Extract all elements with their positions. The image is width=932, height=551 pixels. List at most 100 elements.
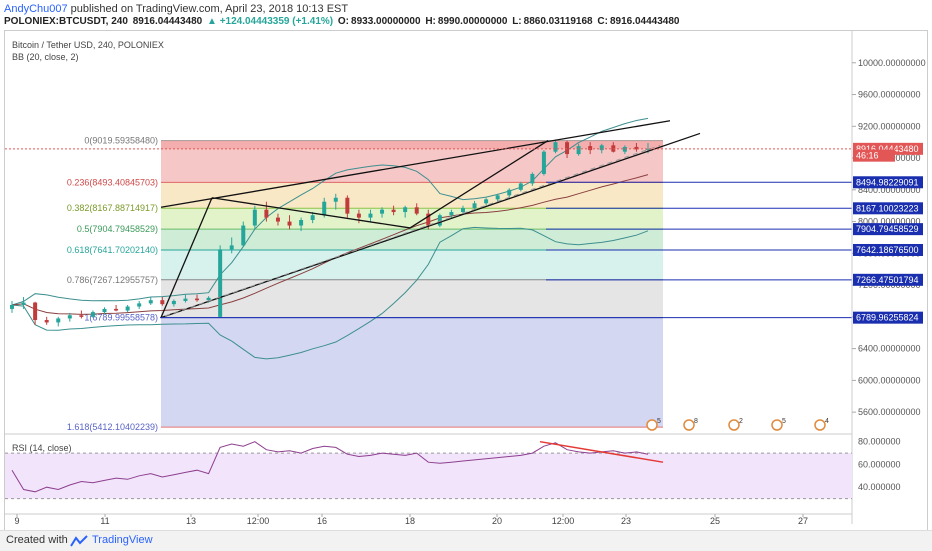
price-tag [853, 149, 895, 162]
candle-body [56, 318, 61, 323]
rsi-band [5, 453, 852, 499]
candle-body [148, 300, 153, 304]
candle [518, 181, 523, 192]
price-tag-label: 46:16 [856, 151, 879, 161]
chart-title: Bitcoin / Tether USD, 240, POLONIEX [12, 40, 164, 50]
candle [287, 215, 292, 230]
candle [449, 209, 454, 218]
y-tick-label: 10000.00000000 [858, 58, 926, 68]
price-tag-label: 8916.04443480 [856, 144, 919, 154]
close-label: C: [597, 16, 608, 27]
x-tick-label: 9 [14, 516, 19, 526]
ohlc-line: POLONIEX:BTCUSDT, 240 8916.04443480 ▲ +1… [4, 16, 682, 27]
fib-band [161, 229, 663, 251]
price-tag [853, 223, 923, 236]
candle [541, 150, 546, 176]
candle [102, 307, 107, 315]
candle-body [518, 183, 523, 190]
candle [21, 297, 26, 309]
trendline-impulse-up [160, 197, 213, 318]
earnings-badge-icon [728, 419, 740, 431]
low-value: 8860.03119168 [523, 16, 593, 27]
fib-level-label: 1(6789.99558578) [84, 313, 158, 323]
candle-body [241, 225, 246, 246]
fib-level-label: 0.786(7267.12955757) [67, 275, 158, 285]
x-tick-label: 27 [798, 516, 808, 526]
candle-body [530, 173, 535, 184]
candle-body [79, 315, 84, 317]
rsi-line [11, 441, 649, 493]
earnings-badge-count: 5 [782, 418, 786, 425]
price-tag-label: 7642.18676500 [856, 245, 919, 255]
x-tick-label: 23 [621, 516, 631, 526]
fib-level-label: 0.5(7904.79458529) [77, 224, 158, 234]
candle [530, 172, 535, 186]
candle [507, 188, 512, 198]
x-tick-label: 20 [492, 516, 502, 526]
high-label: H: [425, 16, 436, 27]
trendline-pullback [211, 197, 411, 229]
candle [148, 297, 153, 305]
fib-level-label: 1.618(5412.10402239) [67, 422, 158, 432]
x-tick-label: 13 [186, 516, 196, 526]
candle-body [646, 148, 650, 150]
author-link[interactable]: AndyChu007 [4, 3, 68, 15]
earnings-badge-icon [814, 419, 826, 431]
candle-body [576, 146, 581, 155]
candle [90, 310, 95, 318]
fib-level-label: 0.382(8167.88714917) [67, 203, 158, 213]
candle [437, 213, 442, 228]
candle [460, 205, 465, 214]
candle [380, 207, 385, 218]
candle [264, 201, 269, 222]
candle-body [21, 302, 26, 305]
candle [356, 209, 361, 224]
earnings-badge-count: 2 [739, 418, 743, 425]
candle [183, 294, 188, 303]
candle-body [137, 303, 142, 307]
candle [414, 203, 419, 216]
candle [229, 237, 234, 254]
y-tick-label: 9200.00000000 [858, 121, 921, 131]
candle-body [275, 217, 280, 222]
candle-body [345, 197, 350, 214]
created-with-label: Created with [6, 534, 68, 546]
publish-line: AndyChu007 published on TradingView.com,… [4, 3, 348, 15]
price-tag [853, 243, 923, 256]
last-price: 8916.04443480 [132, 16, 203, 27]
price-tag-label: 8167.10023223 [856, 203, 919, 213]
candle-body [541, 151, 546, 174]
candle-body [634, 146, 639, 150]
fib-band [161, 250, 663, 280]
candle-body [472, 203, 477, 209]
candle [588, 142, 593, 155]
price-tag-label: 8494.98229091 [856, 177, 919, 187]
candle-body [622, 146, 627, 152]
candle [160, 297, 165, 306]
low-label: L: [512, 16, 522, 27]
price-tag [853, 176, 923, 189]
x-tick-label: 12:00 [552, 516, 575, 526]
candle-body [426, 213, 431, 226]
price-tag-label: 7266.47501794 [856, 275, 919, 285]
candle-body [33, 302, 38, 321]
fib-band [161, 208, 663, 230]
candle-body [380, 209, 385, 214]
wedge-upper-line [160, 120, 671, 208]
candle-body [90, 312, 95, 317]
trendline-rally [409, 140, 549, 229]
price-tag-label: 6789.96255824 [856, 313, 919, 323]
candle [67, 312, 72, 322]
earnings-badge-icon [771, 419, 783, 431]
x-tick-label: 25 [710, 516, 720, 526]
candle-body [44, 320, 49, 323]
fib-level-label: 0.618(7641.70202140) [67, 245, 158, 255]
tradingview-brand-link[interactable]: TradingView [92, 534, 153, 546]
candle [252, 205, 257, 230]
candle [275, 213, 280, 226]
footer-bar: Created with TradingView [0, 530, 932, 551]
open-label: O: [337, 16, 350, 27]
candle-body [368, 213, 373, 218]
candle [565, 140, 570, 159]
